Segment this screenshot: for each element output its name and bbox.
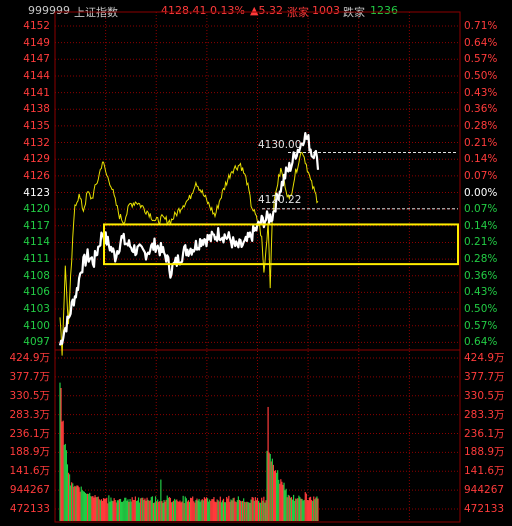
pct-tick-label: 0.07% [464, 169, 498, 182]
price-tick-label: 4141 [23, 86, 50, 99]
intraday-low-label: 4120.22 [258, 194, 302, 206]
volume-tick-label: 424.9万 [464, 352, 505, 364]
pct-tick-label: 0.14% [464, 153, 498, 166]
volume-tick-label: 424.9万 [9, 352, 50, 364]
highlight-box [103, 223, 459, 266]
volume-tick-label: 944267 [9, 484, 50, 497]
price-tick-label: 4152 [23, 20, 50, 32]
price-tick-label: 4126 [23, 169, 50, 182]
volume-tick-label: 944267 [464, 484, 505, 497]
pct-tick-label: 0.21% [464, 236, 498, 249]
price-tick-label: 4132 [23, 136, 50, 149]
volume-tick-label: 141.6万 [464, 465, 505, 478]
index-price: 4128.41 [161, 4, 207, 17]
pct-tick-label: 0.21% [464, 136, 498, 149]
pct-tick-label: 0.71% [464, 20, 498, 32]
quote-header: 999999 上证指数 4128.41 0.13% ▲5.32 涨家 1003 … [0, 0, 512, 22]
index-point-change: ▲5.32 [250, 4, 283, 17]
average-price-line [59, 151, 319, 356]
index-code: 999999 [28, 4, 70, 17]
volume-tick-label: 188.9万 [464, 446, 505, 459]
volume-tick-label: 283.3万 [464, 408, 505, 421]
price-line [58, 132, 320, 346]
price-tick-label: 4103 [23, 303, 50, 316]
price-tick-label: 4117 [23, 219, 50, 232]
price-tick-label: 4129 [23, 153, 50, 166]
price-tick-label: 4149 [23, 36, 50, 49]
price-tick-label: 4123 [23, 186, 50, 199]
pct-tick-label: 0.28% [464, 253, 498, 266]
price-tick-label: 4111 [23, 253, 50, 266]
volume-tick-label: 377.7万 [464, 370, 505, 383]
pct-tick-label: 0.50% [464, 303, 498, 316]
pct-tick-label: 0.07% [464, 203, 498, 216]
volume-tick-label: 141.6万 [9, 465, 50, 478]
pct-tick-label: 0.36% [464, 103, 498, 116]
volume-tick-label: 188.9万 [9, 446, 50, 459]
price-tick-label: 4106 [23, 286, 50, 299]
pct-tick-label: 0.57% [464, 319, 498, 332]
price-tick-label: 4138 [23, 103, 50, 116]
pct-tick-label: 0.28% [464, 119, 498, 132]
volume-tick-label: 472133 [464, 503, 505, 515]
pct-tick-label: 0.57% [464, 53, 498, 66]
volume-tick-label: 236.1万 [464, 427, 505, 440]
pct-tick-label: 0.43% [464, 86, 498, 99]
price-tick-label: 4097 [23, 336, 50, 349]
advancers-count: 1003 [312, 4, 340, 17]
pct-tick-label: 0.14% [464, 219, 498, 232]
intraday-high-label: 4130.00 [258, 139, 302, 151]
pct-tick-label: 0.36% [464, 269, 498, 282]
price-tick-label: 4108 [23, 269, 50, 282]
index-pct-change: 0.13% [210, 4, 245, 17]
volume-tick-label: 236.1万 [9, 427, 50, 440]
price-tick-label: 4144 [23, 69, 50, 82]
volume-tick-label: 330.5万 [9, 389, 50, 402]
pct-tick-label: 0.64% [464, 36, 498, 49]
pct-tick-label: 0.43% [464, 286, 498, 299]
volume-tick-label: 283.3万 [9, 408, 50, 421]
volume-tick-label: 330.5万 [464, 389, 505, 402]
pct-tick-label: 0.64% [464, 336, 498, 349]
volume-tick-label: 377.7万 [9, 370, 50, 383]
pct-tick-label: 0.00% [464, 186, 498, 199]
pct-tick-label: 0.50% [464, 69, 498, 82]
price-tick-label: 4135 [23, 119, 50, 132]
price-tick-label: 4100 [23, 319, 50, 332]
price-tick-label: 4114 [23, 236, 50, 249]
decliners-count: 1236 [370, 4, 398, 17]
price-tick-label: 4147 [23, 53, 50, 66]
volume-tick-label: 472133 [9, 503, 50, 515]
price-tick-label: 4120 [23, 203, 50, 216]
